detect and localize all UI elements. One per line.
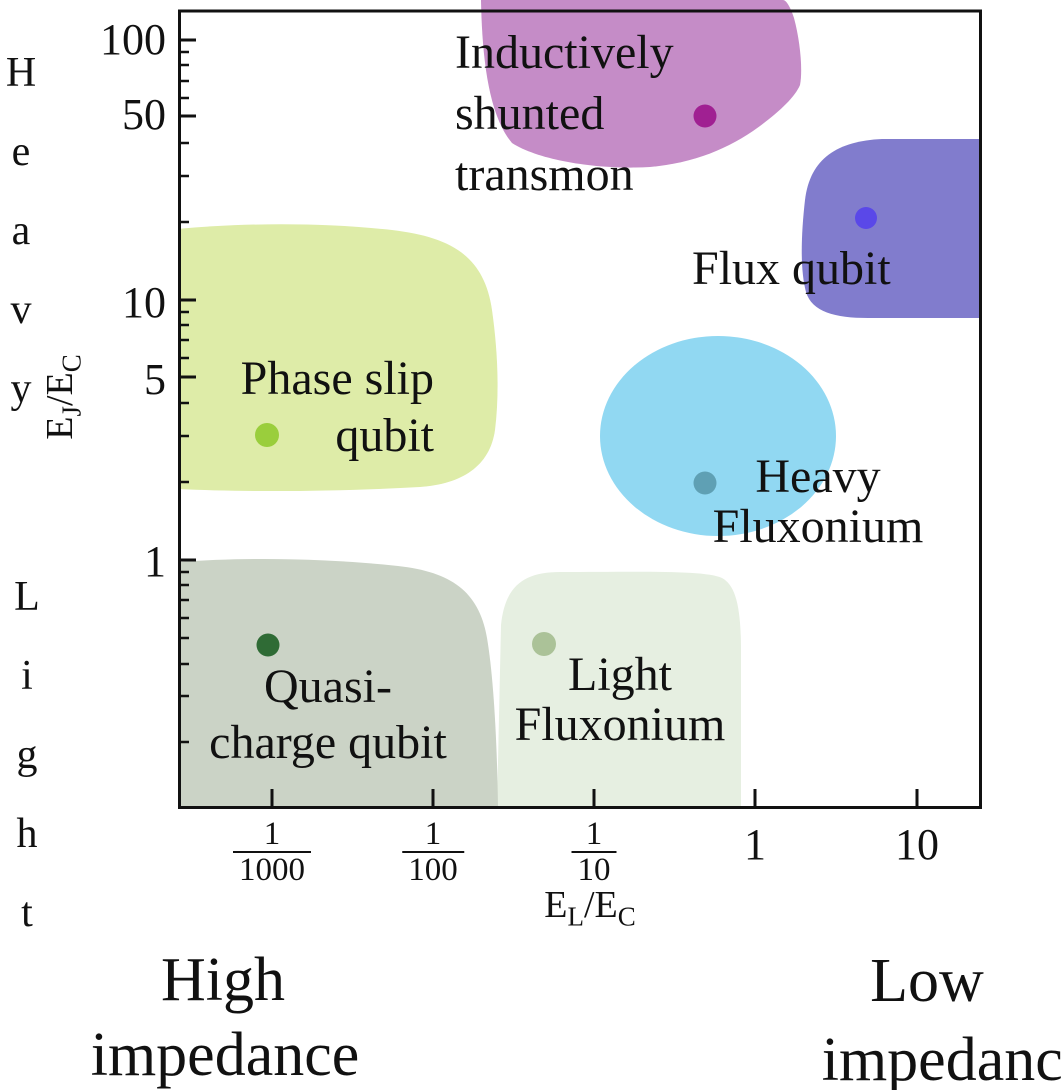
x-tick-label-1-10: 1 10	[571, 816, 617, 887]
y-axis-label-sub1: J	[56, 406, 87, 417]
region-label-line: Flux qubit	[692, 242, 891, 295]
x-tick-label-1-100: 1 100	[402, 816, 464, 887]
x-axis-label-sub1: L	[567, 901, 584, 932]
y-tick-label-5: 5	[144, 355, 166, 404]
fraction-numerator: 1	[585, 816, 603, 852]
y-axis-major-ticks	[179, 38, 196, 562]
y-axis-label-slash: /	[39, 395, 81, 407]
region-inductively-shunted-transmon	[481, 0, 802, 168]
dot-heavy-fluxonium	[693, 471, 717, 495]
region-label-line: Fluxonium	[514, 698, 726, 751]
region-quasi-charge-qubit	[178, 558, 498, 808]
region-label-phase-slip-qubit: Phase slip qubit	[178, 350, 434, 464]
region-light-fluxonium	[497, 571, 741, 808]
y-tick-label-100: 100	[100, 15, 166, 64]
x-tick-label-1-1000: 1 1000	[233, 816, 311, 887]
x-axis-major-ticks	[270, 789, 919, 807]
region-heavy-fluxonium	[600, 336, 836, 536]
y-tick-label-1: 1	[144, 537, 166, 586]
region-label-line: charge qubit	[209, 716, 447, 769]
footer-high-label: High	[161, 946, 285, 1014]
region-label-flux-qubit: Flux qubit	[692, 244, 891, 294]
region-label-line: Inductively	[455, 26, 674, 79]
y-tick-label-50: 50	[122, 90, 166, 139]
x-axis-label: EL/EC	[544, 883, 636, 930]
region-label-line: Fluxonium	[712, 500, 924, 553]
side-annotation-heavy: Heavy	[0, 50, 44, 445]
x-axis-label-sub2: C	[617, 901, 636, 932]
footer-low-impedance-label: impedance	[821, 1026, 1062, 1090]
region-label-line: shunted	[455, 87, 605, 140]
footer-high-impedance-label: impedance	[90, 1021, 360, 1089]
fraction-numerator: 1	[424, 816, 442, 852]
x-tick-label-10: 10	[895, 820, 939, 869]
y-axis-label-base2: E	[39, 372, 81, 396]
x-tick-label-1: 1	[744, 820, 766, 869]
fraction-denominator: 1000	[233, 851, 311, 887]
dot-light-fluxonium	[532, 632, 556, 656]
dot-flux-qubit	[855, 207, 877, 229]
plot-frame	[178, 9, 982, 809]
y-tick-label-10: 10	[122, 278, 166, 327]
region-label-line: Phase slip	[240, 352, 434, 405]
dot-quasi-charge-qubit	[256, 633, 280, 657]
x-axis-label-base2: E	[594, 884, 618, 926]
fraction-denominator: 100	[402, 851, 464, 887]
fraction-numerator: 1	[263, 816, 281, 852]
x-axis-label-base1: E	[544, 884, 568, 926]
region-label-line: qubit	[335, 409, 434, 462]
region-label-line: transmon	[455, 148, 634, 201]
region-phase-slip-qubit	[178, 224, 498, 492]
dot-phase-slip-qubit	[255, 423, 279, 447]
side-annotation-light: Light	[4, 574, 50, 969]
y-axis-label-base1: E	[39, 416, 81, 440]
dot-inductively-shunted-transmon	[693, 104, 717, 128]
footer-low-label: Low	[870, 947, 984, 1015]
region-label-heavy-fluxonium: Heavy Fluxonium	[713, 452, 924, 552]
region-label-line: Light	[567, 648, 672, 701]
x-axis-label-slash: /	[583, 884, 595, 926]
y-axis-minor-ticks	[179, 50, 189, 744]
y-axis-label: EJ/EC	[38, 354, 87, 440]
fraction-denominator: 10	[571, 851, 617, 887]
region-label-light-fluxonium: Light Fluxonium	[515, 650, 726, 750]
region-flux-qubit	[801, 139, 980, 318]
region-label-inductively-shunted-transmon: Inductively shunted transmon	[455, 22, 674, 205]
region-label-line: Quasi-	[264, 660, 392, 713]
y-axis-label-sub2: C	[56, 354, 87, 373]
region-label-quasi-charge-qubit: Quasi- charge qubit	[209, 659, 447, 771]
region-label-line: Heavy	[755, 450, 881, 503]
